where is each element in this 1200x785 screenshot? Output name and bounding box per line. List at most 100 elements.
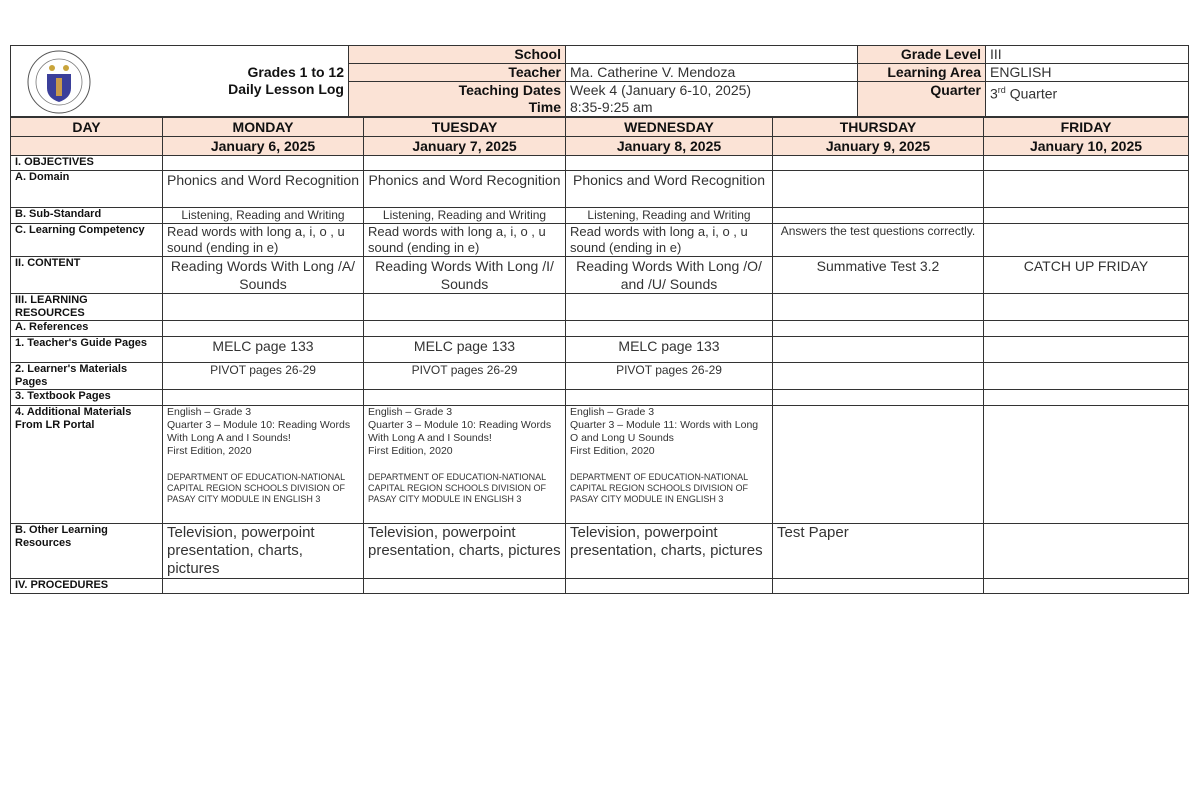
teaching-dates-value: Week 4 (January 6-10, 2025) <box>565 81 858 99</box>
additional-materials-cell <box>772 405 984 524</box>
substandard-cell <box>772 207 984 224</box>
content-cell: Reading Words With Long /I/ Sounds <box>363 256 566 294</box>
domain-cell <box>983 170 1189 208</box>
empty-cell <box>565 320 773 337</box>
content-cell: CATCH UP FRIDAY <box>983 256 1189 294</box>
lm-cell: PIVOT pages 26-29 <box>363 362 566 390</box>
competency-cell: Read words with long a, i, o , u sound (… <box>565 223 773 257</box>
lm-cell <box>983 362 1189 390</box>
section-label-resources: III. LEARNING RESOURCES <box>10 293 163 321</box>
row-label-additional: 4. Additional Materials From LR Portal <box>10 405 163 524</box>
other-cell: Television, powerpoint presentation, cha… <box>565 523 773 579</box>
additional-materials-cell: English – Grade 3 Quarter 3 – Module 10:… <box>162 405 364 524</box>
additional-materials-cell <box>983 405 1189 524</box>
substandard-cell: Listening, Reading and Writing <box>565 207 773 224</box>
empty-cell <box>983 155 1189 171</box>
day-name: FRIDAY <box>983 117 1189 137</box>
empty-cell <box>162 389 364 406</box>
day-date: January 7, 2025 <box>363 136 566 156</box>
grade-level-label: Grade Level <box>857 45 986 64</box>
day-date: January 8, 2025 <box>565 136 773 156</box>
other-cell: Television, powerpoint presentation, cha… <box>162 523 364 579</box>
row-label-lm: 2. Learner's Materials Pages <box>10 362 163 390</box>
competency-row: C. Learning Competency Read words with lo… <box>10 223 1189 257</box>
school-value <box>565 45 858 64</box>
quarter-value: 3rd Quarter <box>985 81 1189 117</box>
empty-cell <box>565 578 773 594</box>
domain-cell <box>772 170 984 208</box>
empty-cell <box>363 389 566 406</box>
content-cell: Reading Words With Long /O/ and /U/ Soun… <box>565 256 773 294</box>
module-source: DEPARTMENT OF EDUCATION-NATIONAL CAPITAL… <box>368 472 547 504</box>
other-cell <box>983 523 1189 579</box>
module-source: DEPARTMENT OF EDUCATION-NATIONAL CAPITAL… <box>570 472 749 504</box>
domain-cell: Phonics and Word Recognition <box>162 170 364 208</box>
other-cell: Television, powerpoint presentation, cha… <box>363 523 566 579</box>
empty-cell <box>983 320 1189 337</box>
substandard-cell: Listening, Reading and Writing <box>363 207 566 224</box>
competency-cell: Read words with long a, i, o , u sound (… <box>162 223 364 257</box>
empty-cell <box>772 389 984 406</box>
empty-cell <box>162 320 364 337</box>
lesson-log-table: DAY MONDAY TUESDAY WEDNESDAY THURSDAY FRIDAY J… <box>10 117 1189 594</box>
content-cell: Reading Words With Long /A/ Sounds <box>162 256 364 294</box>
empty-cell <box>983 293 1189 321</box>
domain-cell: Phonics and Word Recognition <box>565 170 773 208</box>
content-row: II. CONTENT Reading Words With Long /A/ S… <box>10 256 1189 294</box>
lm-cell: PIVOT pages 26-29 <box>565 362 773 390</box>
resources-row: III. LEARNING RESOURCES <box>10 293 1189 321</box>
empty-cell <box>363 293 566 321</box>
empty-cell <box>363 578 566 594</box>
row-label-domain: A. Domain <box>10 170 163 208</box>
substandard-cell <box>983 207 1189 224</box>
day-name: WEDNESDAY <box>565 117 773 137</box>
empty-cell <box>772 578 984 594</box>
quarter-label: Quarter <box>857 81 986 117</box>
empty-cell <box>162 578 364 594</box>
section-label-textbook: 3. Textbook Pages <box>10 389 163 406</box>
empty-cell <box>363 155 566 171</box>
date-header-blank <box>10 136 163 156</box>
lm-cell: PIVOT pages 26-29 <box>162 362 364 390</box>
row-label-tg: 1. Teacher's Guide Pages <box>10 336 163 363</box>
empty-cell <box>363 320 566 337</box>
row-label-competency: C. Learning Competency <box>10 223 163 257</box>
lm-cell <box>772 362 984 390</box>
module-title: English – Grade 3 Quarter 3 – Module 10:… <box>167 406 351 458</box>
other-cell: Test Paper <box>772 523 984 579</box>
competency-cell: Answers the test questions correctly. <box>772 223 984 257</box>
row-label-other: B. Other Learning Resources <box>10 523 163 579</box>
empty-cell <box>772 320 984 337</box>
learning-area-label: Learning Area <box>857 63 986 82</box>
lm-row: 2. Learner's Materials Pages PIVOT pages … <box>10 362 1189 390</box>
teacher-value: Ma. Catherine V. Mendoza <box>565 63 858 82</box>
content-cell: Summative Test 3.2 <box>772 256 984 294</box>
time-label: Time <box>348 99 566 117</box>
empty-cell <box>162 155 364 171</box>
empty-cell <box>983 578 1189 594</box>
procedures-row: IV. PROCEDURES <box>10 578 1189 594</box>
day-name: TUESDAY <box>363 117 566 137</box>
grade-level-value: III <box>985 45 1189 64</box>
day-name: MONDAY <box>162 117 364 137</box>
empty-cell <box>983 389 1189 406</box>
time-value: 8:35-9:25 am <box>565 99 858 117</box>
additional-materials-cell: English – Grade 3 Quarter 3 – Module 10:… <box>363 405 566 524</box>
date-row: January 6, 2025 January 7, 2025 January 8,… <box>10 136 1189 156</box>
additional-materials-cell: English – Grade 3 Quarter 3 – Module 11:… <box>565 405 773 524</box>
module-title: English – Grade 3 Quarter 3 – Module 10:… <box>368 406 552 458</box>
tg-cell <box>983 336 1189 363</box>
empty-cell <box>772 155 984 171</box>
day-name: THURSDAY <box>772 117 984 137</box>
additional-row: 4. Additional Materials From LR Portal En… <box>10 405 1189 524</box>
tg-cell: MELC page 133 <box>162 336 364 363</box>
tg-cell: MELC page 133 <box>565 336 773 363</box>
empty-cell <box>565 389 773 406</box>
references-row: A. References <box>10 320 1189 337</box>
competency-cell <box>983 223 1189 257</box>
empty-cell <box>162 293 364 321</box>
row-label-content: II. CONTENT <box>10 256 163 294</box>
objectives-row: I. OBJECTIVES <box>10 155 1189 171</box>
empty-cell <box>772 293 984 321</box>
day-date: January 6, 2025 <box>162 136 364 156</box>
